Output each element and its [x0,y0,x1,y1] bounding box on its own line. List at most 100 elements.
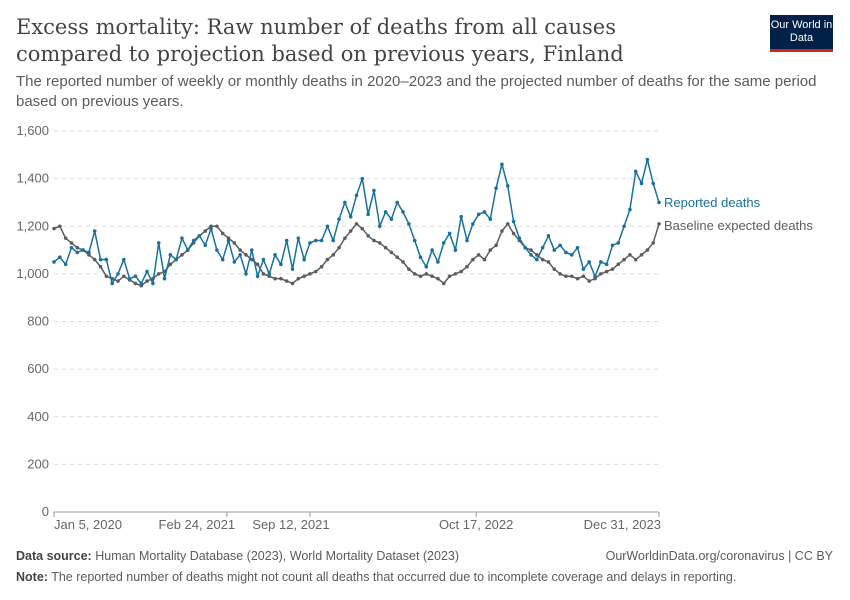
data-point [430,248,434,252]
data-point [407,267,411,271]
data-point [389,250,394,255]
data-point [488,217,493,221]
data-point [203,229,208,233]
data-point [267,272,272,276]
data-point [639,181,644,186]
data-point [98,264,103,269]
data-point [284,279,289,283]
data-point [209,226,213,231]
data-point [505,222,510,226]
data-point [529,248,533,252]
data-point [535,253,539,257]
data-point [180,236,184,240]
data-point [354,222,359,226]
data-point [337,217,341,221]
data-point [476,253,481,257]
data-point [302,274,306,279]
data-point [360,226,365,231]
data-point [290,267,295,271]
data-point [471,222,475,226]
x-tick-label: Sep 12, 2021 [252,517,329,532]
y-tick-label: 200 [27,456,49,471]
data-point [127,276,132,281]
data-point [377,224,382,229]
data-point [441,281,446,286]
owid-logo[interactable]: Our World in Data [770,15,833,52]
data-point [308,272,312,276]
data-point [616,262,621,267]
data-point [488,248,493,252]
source-url-link[interactable]: OurWorldinData.org/coronavirus | CC BY [605,549,833,563]
data-point [436,260,440,264]
data-point [558,243,562,248]
data-point [558,272,562,276]
data-point [69,241,74,245]
data-point [343,236,347,240]
data-point [651,241,655,245]
data-point [645,248,650,252]
data-point [52,226,56,231]
data-point [191,238,196,243]
data-point [133,274,138,279]
data-point [348,229,353,233]
data-point [372,238,376,243]
y-tick-label: 400 [27,409,49,424]
data-point [628,207,632,212]
x-tick-label: Jan 5, 2020 [54,517,122,532]
data-point [494,243,498,248]
data-point [296,276,301,281]
data-point [92,229,97,233]
data-point [540,245,545,250]
data-point [622,224,626,229]
data-point [441,241,446,245]
data-point [174,257,178,262]
y-tick-label: 1,200 [16,218,49,233]
data-point [529,253,533,257]
data-point [249,248,254,252]
data-point [436,276,440,281]
data-point [564,274,568,279]
data-point [546,260,551,264]
data-point [238,253,242,257]
data-point [418,274,423,279]
data-point [273,253,277,257]
data-point [325,257,330,262]
data-point [249,257,254,262]
data-point [500,229,504,233]
data-point [279,276,283,281]
data-point [63,236,68,240]
data-point [319,264,324,269]
data-point [122,274,126,279]
data-point [587,279,591,283]
data-point [401,210,405,214]
data-point [383,245,388,250]
data-point [407,222,411,226]
data-point [87,250,91,255]
data-point [657,200,661,205]
data-point [575,276,580,281]
data-point [220,231,225,236]
data-point [244,272,248,276]
data-point [104,274,109,279]
data-point [232,241,237,245]
data-point [599,260,603,264]
x-tick-label: Feb 24, 2021 [159,517,236,532]
data-point [535,257,539,262]
note-label: Note: [16,570,48,584]
data-point [104,257,109,262]
data-point [226,238,231,243]
data-point [424,264,429,269]
data-point [273,276,277,281]
data-point [92,257,97,262]
data-point [639,253,644,257]
data-point [389,217,394,221]
data-point [308,241,312,245]
source-label: Data source: [16,549,92,563]
data-point [343,200,347,205]
data-point [313,238,318,243]
y-tick-label: 1,600 [16,123,49,138]
data-point [645,157,650,162]
data-point [58,255,62,260]
data-point [523,245,528,250]
data-point [500,162,504,167]
